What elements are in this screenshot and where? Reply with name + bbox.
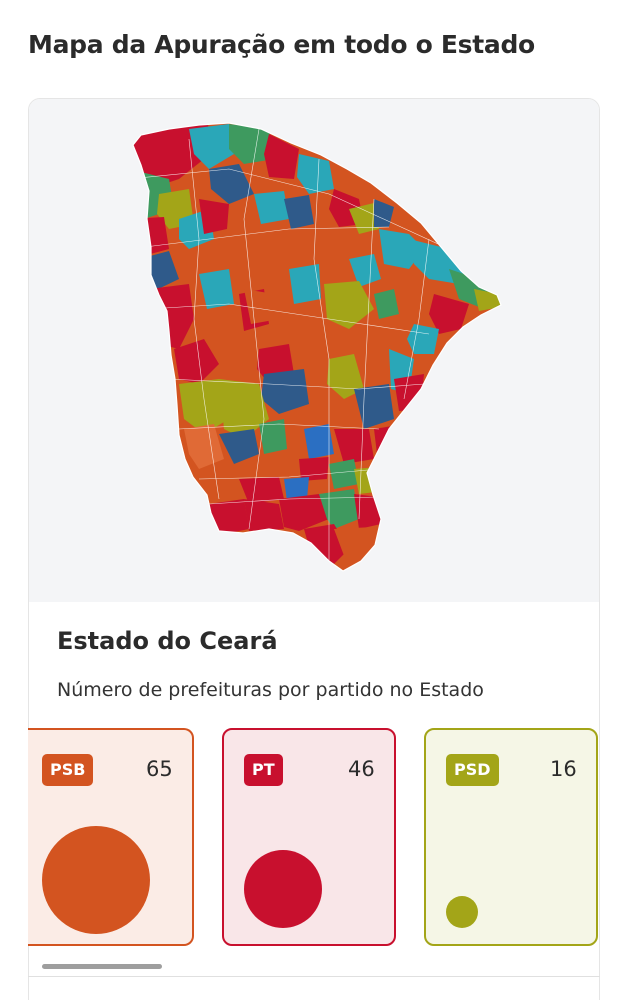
party-bubble: [244, 850, 322, 928]
state-name: Estado do Ceará: [57, 627, 278, 655]
party-card-pt[interactable]: PT 46: [222, 728, 396, 946]
party-bubble: [42, 826, 150, 934]
party-count: 65: [146, 757, 173, 781]
results-card: Estado do Ceará Número de prefeituras po…: [28, 98, 600, 1000]
map-panel: [29, 99, 600, 602]
party-count: 16: [550, 757, 577, 781]
party-badge: PT: [244, 754, 283, 786]
party-bubble: [446, 896, 478, 928]
divider: [28, 976, 600, 977]
party-count: 46: [348, 757, 375, 781]
party-card-psd[interactable]: PSD 16: [424, 728, 598, 946]
state-subtitle: Número de prefeituras por partido no Est…: [57, 679, 484, 701]
party-badge: PSD: [446, 754, 499, 786]
party-card-psb[interactable]: PSB 65: [28, 728, 194, 946]
page-title: Mapa da Apuração em todo o Estado: [28, 30, 535, 59]
municipalities: [133, 123, 501, 571]
horizontal-scrollbar[interactable]: [42, 964, 162, 969]
ceara-map[interactable]: [29, 99, 600, 602]
party-badge: PSB: [42, 754, 94, 786]
